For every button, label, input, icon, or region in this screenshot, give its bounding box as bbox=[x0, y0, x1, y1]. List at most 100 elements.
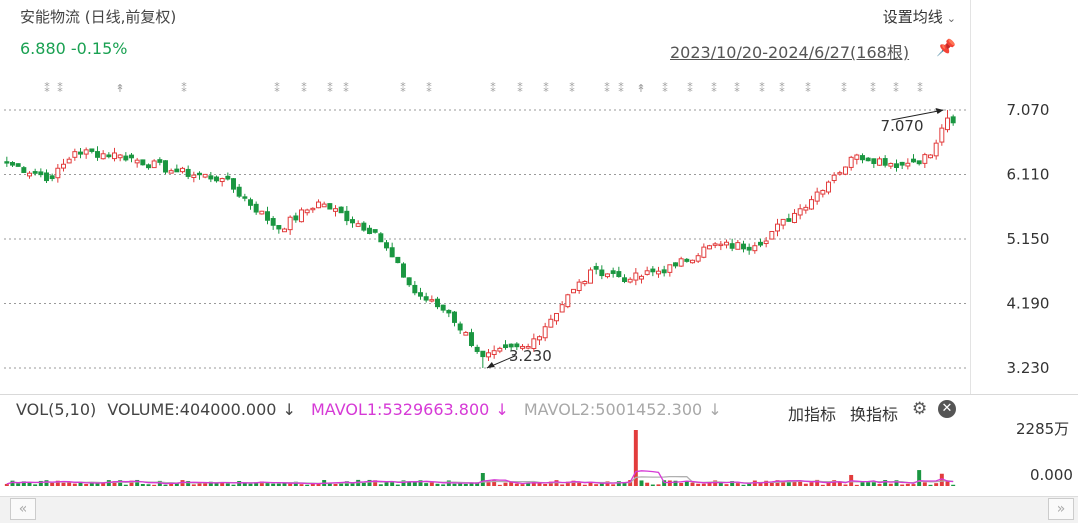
add-indicator-button[interactable]: 加指标 bbox=[788, 405, 837, 424]
candle-body bbox=[168, 170, 174, 174]
candle-body bbox=[814, 191, 820, 202]
candle-body bbox=[197, 172, 202, 176]
candle-body bbox=[639, 275, 644, 280]
volume-bar bbox=[271, 483, 276, 486]
candle-body bbox=[378, 233, 384, 243]
candle-body bbox=[123, 155, 129, 161]
candle-body bbox=[848, 156, 854, 168]
event-marker-icon: ⁑ bbox=[687, 82, 693, 95]
volume-bar bbox=[951, 484, 956, 486]
volume-bar bbox=[696, 483, 701, 486]
candle-body bbox=[599, 269, 605, 277]
volume-bar bbox=[237, 481, 242, 486]
volume-bar bbox=[877, 483, 882, 486]
candle-body bbox=[21, 167, 27, 173]
pin-icon[interactable]: 📌 bbox=[936, 38, 956, 57]
candle-body bbox=[797, 208, 803, 216]
volume-bar bbox=[429, 482, 434, 486]
candle-body bbox=[372, 229, 378, 233]
volume-bar bbox=[310, 483, 315, 486]
volume-bar bbox=[339, 482, 344, 486]
event-marker-icon: ⁑ bbox=[426, 82, 432, 95]
volume-bar bbox=[781, 480, 786, 486]
candle-body bbox=[565, 294, 571, 308]
candle-body bbox=[146, 164, 151, 169]
candle-body bbox=[775, 223, 780, 232]
volume-bar bbox=[112, 481, 117, 486]
event-marker-icon: ⁑ bbox=[805, 82, 811, 95]
candle-body bbox=[650, 268, 656, 273]
candle-body bbox=[66, 158, 72, 164]
candle-body bbox=[877, 158, 882, 166]
volume-bar bbox=[486, 480, 491, 486]
volume-bar bbox=[27, 482, 32, 486]
candle-body bbox=[259, 210, 265, 215]
candle-body bbox=[820, 189, 826, 195]
candle-body bbox=[854, 154, 860, 160]
event-marker-icon: ⁑ bbox=[841, 82, 847, 95]
volume-bar bbox=[809, 482, 814, 486]
candle-body bbox=[225, 175, 231, 180]
volume-bar bbox=[225, 483, 230, 486]
candle-body bbox=[571, 288, 576, 294]
volume-bar bbox=[84, 484, 89, 486]
candle-body bbox=[316, 201, 321, 209]
candle-body bbox=[843, 166, 848, 175]
low-arrowhead bbox=[486, 362, 495, 368]
y-tick-label: 5.150 bbox=[1007, 230, 1050, 248]
volume-bar bbox=[820, 484, 825, 486]
candle-body bbox=[780, 218, 786, 226]
candle-body bbox=[412, 284, 418, 294]
candle-body bbox=[922, 154, 928, 164]
switch-indicator-button[interactable]: 换指标 bbox=[850, 405, 899, 424]
candle-body bbox=[593, 266, 599, 270]
volume-bar bbox=[667, 480, 672, 486]
event-marker-icon: ⁑ bbox=[543, 82, 549, 95]
volume-bar bbox=[764, 480, 769, 486]
volume-bar bbox=[724, 484, 729, 486]
event-marker-icon: ↟ bbox=[115, 82, 124, 95]
volume-bar bbox=[503, 482, 508, 486]
volume-bar bbox=[860, 481, 865, 486]
gear-icon[interactable]: ⚙ bbox=[912, 399, 928, 419]
date-range-link[interactable]: 2023/10/20-2024/6/27(168根) bbox=[670, 43, 910, 62]
volume-bar bbox=[526, 482, 531, 486]
volume-bar bbox=[622, 482, 627, 486]
candle-body bbox=[928, 154, 933, 159]
candle-body bbox=[174, 168, 180, 173]
candle-body bbox=[627, 278, 633, 283]
volume-bar bbox=[401, 480, 406, 486]
candle-body bbox=[480, 350, 486, 358]
volume-bar bbox=[492, 480, 497, 486]
candle-body bbox=[491, 350, 497, 355]
close-icon[interactable]: ✕ bbox=[938, 400, 956, 418]
candle-body bbox=[10, 162, 15, 166]
scroll-left-button[interactable]: « bbox=[10, 498, 36, 520]
volume-bar bbox=[543, 483, 548, 486]
event-marker-icon: ⁑ bbox=[604, 82, 610, 95]
event-marker-icon: ⁑ bbox=[400, 82, 406, 95]
volume-bar bbox=[95, 482, 100, 486]
volume-bar bbox=[333, 483, 338, 486]
candle-body bbox=[610, 270, 616, 274]
volume-bar bbox=[815, 479, 820, 486]
ma-settings-button[interactable]: 设置均线 ⌄ bbox=[883, 6, 956, 27]
volume-bar bbox=[577, 481, 582, 486]
volume-bar bbox=[798, 481, 803, 486]
candle-body bbox=[882, 158, 888, 166]
volume-bar bbox=[588, 481, 593, 486]
high-arrow-line bbox=[891, 109, 944, 121]
scroll-right-button[interactable]: » bbox=[1048, 498, 1074, 520]
volume-bar bbox=[922, 482, 927, 486]
volume-bar bbox=[33, 484, 38, 486]
volume-bar bbox=[276, 483, 281, 486]
event-marker-icon: ⁑ bbox=[44, 82, 50, 95]
volume-bar bbox=[384, 481, 389, 486]
candle-body bbox=[508, 343, 514, 348]
timeline-scrollbar[interactable] bbox=[0, 496, 1078, 523]
volume-bar bbox=[435, 483, 440, 486]
event-marker-icon: ⁑ bbox=[779, 82, 785, 95]
volume-bar bbox=[645, 482, 650, 486]
volume-bar bbox=[560, 484, 565, 486]
